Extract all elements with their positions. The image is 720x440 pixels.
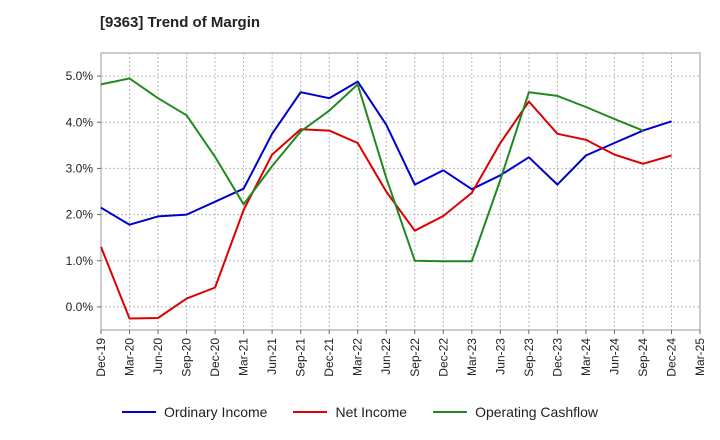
x-tick-label: Sep-22 — [408, 338, 422, 377]
legend-label: Net Income — [335, 404, 408, 420]
x-tick-label: Mar-20 — [123, 338, 137, 376]
legend-item-ordinary-income: Ordinary Income — [121, 404, 268, 420]
plot-area: 0.0% 1.0% 2.0% 3.0% 4.0% 5.0% Dec-19 Mar-20 Jun-… — [66, 52, 707, 377]
x-tick-label: Dec-24 — [664, 338, 678, 377]
x-tick-label: Mar-22 — [351, 338, 365, 376]
x-tick-label: Sep-24 — [636, 338, 650, 377]
x-tick-label: Jun-22 — [379, 338, 393, 375]
x-tick-label: Dec-20 — [208, 338, 222, 377]
series-line-ordinary-income — [100, 80, 672, 226]
x-tick-label: Jun-21 — [265, 338, 279, 375]
legend-swatch — [433, 411, 468, 413]
x-tick-label: Dec-19 — [94, 338, 108, 377]
y-tick-label: 3.0% — [66, 161, 94, 175]
x-tick-label: Mar-24 — [579, 338, 593, 376]
y-tick-label: 5.0% — [66, 69, 94, 83]
x-tick-label: Mar-25 — [693, 338, 707, 376]
legend-swatch — [293, 411, 328, 413]
legend-item-operating-cashflow: Operating Cashflow — [433, 404, 598, 420]
x-tick-label: Mar-23 — [465, 338, 479, 376]
x-tick-label: Jun-20 — [151, 338, 165, 375]
legend-swatch — [121, 411, 156, 413]
legend-label: Ordinary Income — [163, 404, 268, 420]
y-tick-label: 2.0% — [66, 208, 94, 222]
legend: Ordinary Income Net Income Operating Cashf… — [0, 404, 720, 420]
y-tick-label: 0.0% — [66, 300, 94, 314]
plot-frame — [100, 52, 701, 331]
x-tick-label: Sep-20 — [180, 338, 194, 377]
x-tick-label: Jun-24 — [607, 338, 621, 375]
chart-title: [9363] Trend of Margin — [100, 14, 261, 31]
x-tick-label: Dec-22 — [436, 338, 450, 377]
x-tick-label: Dec-23 — [550, 338, 564, 377]
series-line-operating-cashflow — [100, 77, 644, 263]
x-tick-label: Sep-23 — [522, 338, 536, 377]
x-tick-label: Jun-23 — [493, 338, 507, 375]
legend-label: Operating Cashflow — [475, 404, 599, 420]
legend-item-net-income: Net Income — [293, 404, 407, 420]
x-tick-label: Dec-21 — [322, 338, 336, 377]
x-tick-label: Mar-21 — [237, 338, 251, 376]
y-tick-label: 1.0% — [66, 254, 94, 268]
y-tick-label: 4.0% — [66, 115, 94, 129]
series-line-net-income — [100, 100, 672, 320]
x-tick-label: Sep-21 — [294, 338, 308, 377]
